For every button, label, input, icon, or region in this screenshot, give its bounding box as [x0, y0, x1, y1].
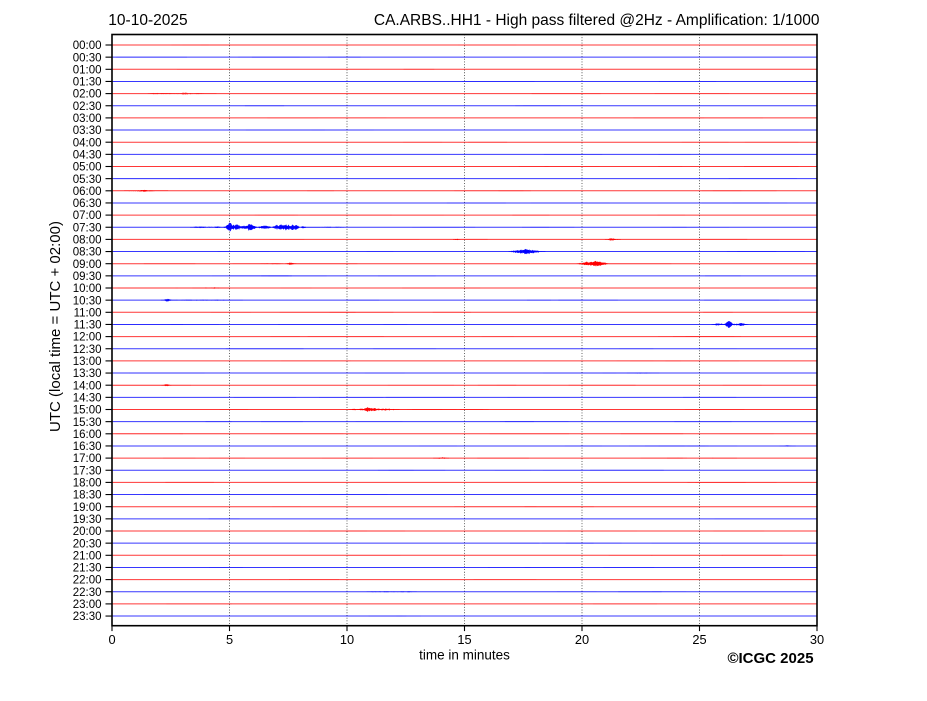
svg-text:16:30: 16:30 — [73, 441, 102, 453]
svg-text:02:30: 02:30 — [73, 101, 102, 113]
svg-text:19:00: 19:00 — [73, 502, 102, 514]
svg-text:05:30: 05:30 — [73, 174, 102, 186]
svg-text:11:00: 11:00 — [74, 307, 102, 319]
svg-text:08:30: 08:30 — [73, 247, 102, 259]
svg-text:12:00: 12:00 — [73, 332, 102, 344]
svg-text:17:00: 17:00 — [73, 453, 102, 465]
svg-text:02:00: 02:00 — [73, 89, 102, 101]
svg-text:21:00: 21:00 — [73, 550, 102, 562]
svg-text:20:00: 20:00 — [73, 526, 102, 538]
svg-text:16:00: 16:00 — [73, 429, 102, 441]
svg-text:14:30: 14:30 — [73, 392, 102, 404]
svg-text:15:00: 15:00 — [73, 405, 102, 417]
svg-text:0: 0 — [108, 632, 115, 647]
svg-text:01:00: 01:00 — [73, 64, 102, 76]
svg-text:17:30: 17:30 — [73, 465, 102, 477]
svg-text:13:00: 13:00 — [73, 356, 102, 368]
svg-text:14:00: 14:00 — [73, 380, 102, 392]
svg-text:23:00: 23:00 — [73, 599, 102, 611]
svg-text:UTC (local time = UTC + 02:00): UTC (local time = UTC + 02:00) — [47, 221, 64, 432]
svg-text:20:30: 20:30 — [73, 538, 102, 550]
svg-text:05:00: 05:00 — [73, 162, 102, 174]
svg-text:25: 25 — [692, 632, 706, 647]
svg-text:10: 10 — [340, 632, 354, 647]
svg-text:20: 20 — [575, 632, 589, 647]
svg-text:06:00: 06:00 — [73, 186, 102, 198]
svg-text:15:30: 15:30 — [73, 417, 102, 429]
svg-text:5: 5 — [226, 632, 233, 647]
svg-text:12:30: 12:30 — [73, 344, 102, 356]
svg-text:00:00: 00:00 — [73, 40, 102, 52]
svg-text:07:30: 07:30 — [73, 222, 102, 234]
svg-text:09:30: 09:30 — [73, 271, 102, 283]
svg-text:18:30: 18:30 — [73, 490, 102, 502]
svg-text:04:00: 04:00 — [73, 137, 102, 149]
svg-text:time in minutes: time in minutes — [419, 648, 510, 663]
svg-text:04:30: 04:30 — [73, 149, 102, 161]
svg-text:10:00: 10:00 — [73, 283, 102, 295]
svg-text:30: 30 — [810, 632, 824, 647]
svg-text:06:30: 06:30 — [73, 198, 102, 210]
svg-text:10:30: 10:30 — [73, 295, 102, 307]
svg-text:©ICGC 2025: ©ICGC 2025 — [727, 650, 813, 667]
svg-text:07:00: 07:00 — [73, 210, 102, 222]
svg-text:11:30: 11:30 — [74, 320, 102, 332]
svg-text:19:30: 19:30 — [73, 514, 102, 526]
svg-text:03:00: 03:00 — [73, 113, 102, 125]
svg-text:15: 15 — [457, 632, 471, 647]
svg-text:21:30: 21:30 — [73, 563, 102, 575]
svg-text:22:30: 22:30 — [73, 587, 102, 599]
svg-text:08:00: 08:00 — [73, 235, 102, 247]
svg-text:09:00: 09:00 — [73, 259, 102, 271]
svg-text:CA.ARBS..HH1 - High pass filte: CA.ARBS..HH1 - High pass filtered @2Hz -… — [374, 12, 820, 29]
svg-text:03:30: 03:30 — [73, 125, 102, 137]
svg-text:22:00: 22:00 — [73, 575, 102, 587]
svg-text:00:30: 00:30 — [73, 52, 102, 64]
svg-text:01:30: 01:30 — [73, 77, 102, 89]
svg-text:10-10-2025: 10-10-2025 — [108, 12, 187, 29]
svg-text:13:30: 13:30 — [73, 368, 102, 380]
svg-text:23:30: 23:30 — [73, 611, 102, 623]
svg-text:18:00: 18:00 — [73, 478, 102, 490]
